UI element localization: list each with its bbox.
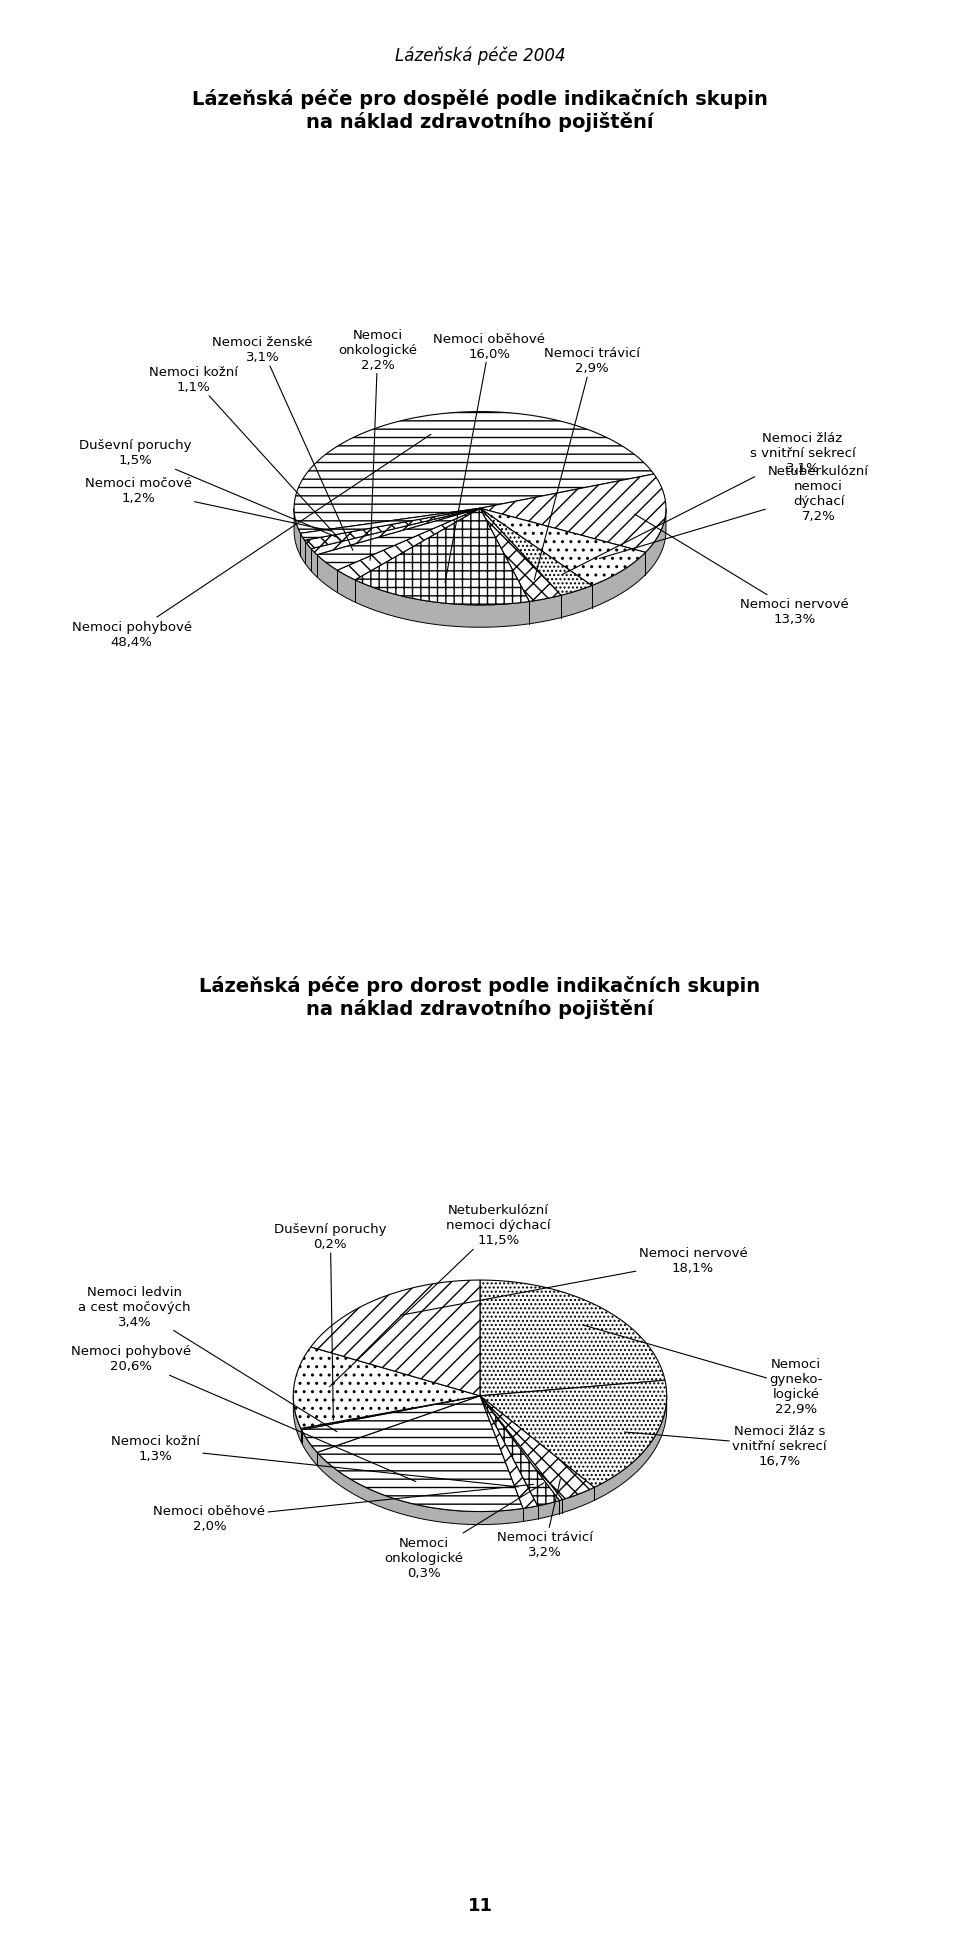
- PathPatch shape: [294, 1348, 480, 1429]
- PathPatch shape: [337, 510, 480, 580]
- Text: Lázeňská péče pro dospělé podle indikačních skupin
na náklad zdravotního pojiště: Lázeňská péče pro dospělé podle indikačn…: [192, 89, 768, 132]
- Text: Nemoci žláz
s vnitřní sekrecí
3,1%: Nemoci žláz s vnitřní sekrecí 3,1%: [562, 432, 855, 576]
- PathPatch shape: [311, 510, 480, 555]
- Text: Nemoci močové
1,2%: Nemoci močové 1,2%: [84, 477, 331, 531]
- PathPatch shape: [304, 510, 480, 549]
- Text: 11: 11: [468, 1896, 492, 1914]
- Text: Nemoci nervové
13,3%: Nemoci nervové 13,3%: [635, 516, 849, 626]
- PathPatch shape: [294, 413, 654, 533]
- Text: Nemoci pohybové
20,6%: Nemoci pohybové 20,6%: [70, 1346, 416, 1481]
- Text: Lázeňská péče pro dorost podle indikačních skupin
na náklad zdravotního pojištěn: Lázeňská péče pro dorost podle indikační…: [200, 975, 760, 1018]
- PathPatch shape: [480, 510, 591, 595]
- Text: Nemoci ledvin
a cest močových
3,4%: Nemoci ledvin a cest močových 3,4%: [78, 1286, 337, 1431]
- PathPatch shape: [301, 1396, 480, 1452]
- Text: Nemoci
onkologické
2,2%: Nemoci onkologické 2,2%: [338, 328, 418, 560]
- PathPatch shape: [294, 1396, 666, 1524]
- Text: Nemoci
gyneko-
logické
22,9%: Nemoci gyneko- logické 22,9%: [584, 1326, 823, 1415]
- PathPatch shape: [480, 1280, 665, 1396]
- Text: Lázeňská péče 2004: Lázeňská péče 2004: [395, 47, 565, 66]
- Text: Nemoci pohybové
48,4%: Nemoci pohybové 48,4%: [72, 434, 431, 648]
- PathPatch shape: [480, 1396, 560, 1507]
- Text: Netuberkulózní
nemoci
dýchací
7,2%: Netuberkulózní nemoci dýchací 7,2%: [599, 465, 869, 558]
- Text: Nemoci kožní
1,1%: Nemoci kožní 1,1%: [150, 366, 342, 543]
- PathPatch shape: [480, 1396, 594, 1501]
- Text: Nemoci žláz s
vnitřní sekrecí
16,7%: Nemoci žláz s vnitřní sekrecí 16,7%: [624, 1423, 827, 1468]
- PathPatch shape: [355, 510, 529, 605]
- PathPatch shape: [317, 510, 480, 570]
- Text: Nemoci nervové
18,1%: Nemoci nervové 18,1%: [400, 1247, 748, 1315]
- Text: Nemoci oběhové
2,0%: Nemoci oběhové 2,0%: [154, 1485, 534, 1532]
- Text: Nemoci kožní
1,3%: Nemoci kožní 1,3%: [111, 1435, 518, 1487]
- PathPatch shape: [480, 510, 645, 586]
- Text: Nemoci trávicí
3,2%: Nemoci trávicí 3,2%: [497, 1479, 593, 1559]
- PathPatch shape: [480, 510, 561, 603]
- Text: Nemoci trávicí
2,9%: Nemoci trávicí 2,9%: [535, 347, 639, 580]
- PathPatch shape: [480, 475, 666, 553]
- PathPatch shape: [300, 1396, 480, 1431]
- Text: Nemoci
onkologické
0,3%: Nemoci onkologické 0,3%: [385, 1483, 544, 1578]
- PathPatch shape: [311, 1280, 480, 1396]
- PathPatch shape: [294, 510, 666, 628]
- PathPatch shape: [480, 1396, 563, 1501]
- Text: Netuberkulózní
nemoci dýchací
11,5%: Netuberkulózní nemoci dýchací 11,5%: [329, 1204, 551, 1386]
- Text: Nemoci oběhové
16,0%: Nemoci oběhové 16,0%: [433, 332, 545, 584]
- PathPatch shape: [300, 510, 480, 541]
- PathPatch shape: [317, 1396, 523, 1512]
- PathPatch shape: [480, 1381, 666, 1487]
- PathPatch shape: [480, 1396, 538, 1509]
- Text: Duševní poruchy
1,5%: Duševní poruchy 1,5%: [80, 440, 336, 537]
- Text: Nemoci ženské
3,1%: Nemoci ženské 3,1%: [212, 335, 353, 551]
- Text: Duševní poruchy
0,2%: Duševní poruchy 0,2%: [275, 1224, 387, 1421]
